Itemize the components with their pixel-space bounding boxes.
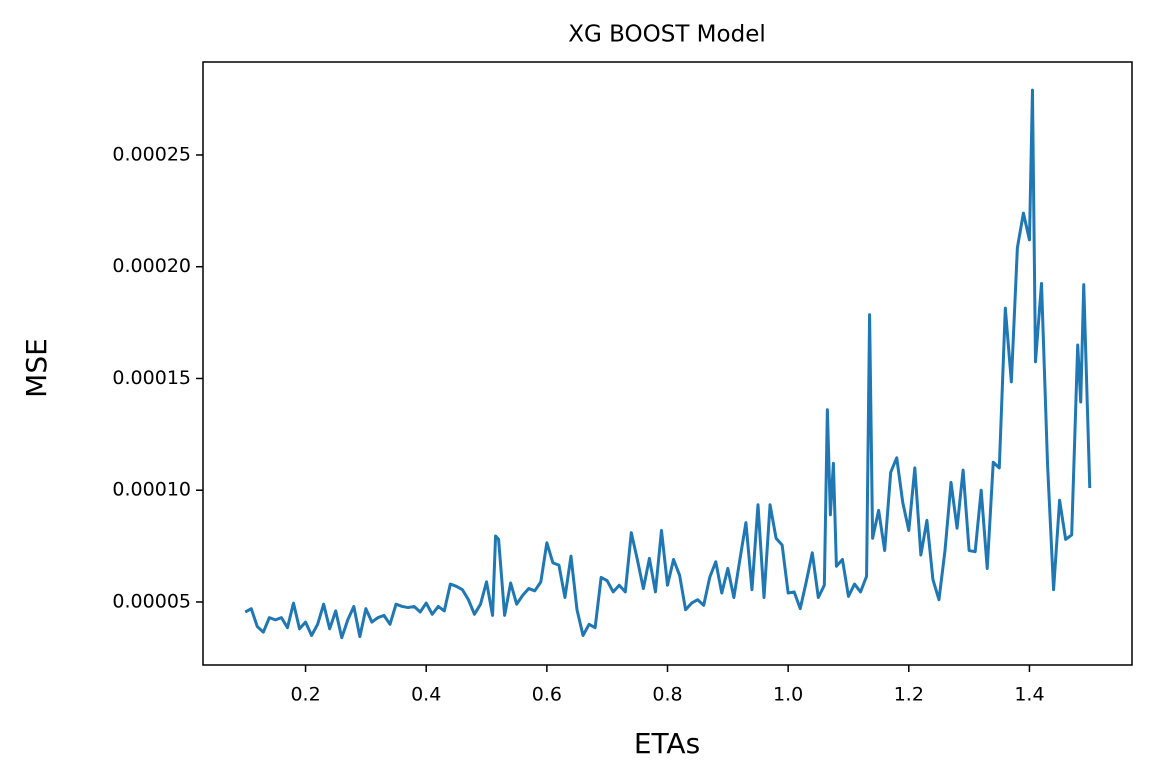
- x-tick-label: 1.2: [894, 684, 924, 706]
- x-tick-label: 0.4: [411, 684, 441, 706]
- y-tick-label: 0.00020: [112, 255, 191, 277]
- y-tick-label: 0.00015: [112, 367, 191, 389]
- x-axis-label: ETAs: [634, 727, 700, 760]
- x-tick-label: 0.8: [652, 684, 682, 706]
- y-tick-label: 0.00010: [112, 479, 191, 501]
- x-tick-label: 0.6: [532, 684, 562, 706]
- x-tick-label: 1.4: [1014, 684, 1044, 706]
- y-tick-label: 0.00025: [112, 143, 191, 165]
- line-series: [244, 88, 1092, 640]
- y-axis-label: MSE: [20, 338, 53, 398]
- x-tick-label: 0.2: [290, 684, 320, 706]
- x-tick-label: 1.0: [773, 684, 803, 706]
- y-tick-label: 0.00005: [112, 590, 191, 612]
- chart-title: XG BOOST Model: [568, 22, 766, 48]
